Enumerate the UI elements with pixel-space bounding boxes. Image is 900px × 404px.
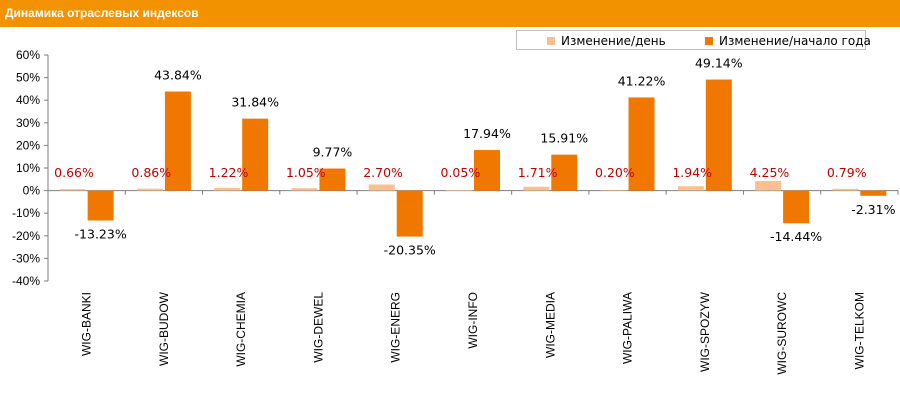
data-label-daily: 0.86% — [131, 165, 171, 180]
bar-daily-wig-banki — [59, 189, 86, 191]
data-label-ytd: -20.35% — [384, 243, 436, 258]
data-label-daily: 0.20% — [595, 165, 635, 180]
bar-ytd-wig-chemia — [242, 118, 269, 191]
y-tick-label: 50% — [16, 71, 40, 85]
data-label-daily: 1.71% — [518, 165, 558, 180]
data-label-ytd: 43.84% — [154, 68, 202, 83]
y-tick-label: 60% — [16, 48, 40, 62]
data-label-ytd: -13.23% — [75, 226, 127, 241]
data-label-daily: 1.05% — [286, 165, 326, 180]
y-tick-label: 0% — [23, 184, 41, 198]
legend-item-daily: Изменение/день — [547, 34, 666, 48]
bar-ytd-wig-media — [551, 154, 578, 191]
data-label-ytd: 15.91% — [540, 131, 588, 146]
data-label-ytd: 17.94% — [463, 126, 511, 141]
legend-item-ytd: Изменение/начало года — [705, 34, 871, 48]
y-tick-label: 30% — [16, 116, 40, 130]
bar-daily-wig-paliwa — [600, 190, 627, 191]
legend-swatch-ytd — [705, 37, 713, 45]
bar-daily-wig-energ — [368, 184, 395, 191]
bar-daily-wig-info — [446, 190, 472, 191]
y-tick-label: 10% — [16, 161, 40, 175]
chart-title-bar: Динамика отраслевых индексов — [0, 0, 900, 27]
bar-ytd-wig-budow — [164, 91, 191, 191]
legend-label-daily: Изменение/день — [561, 34, 666, 48]
x-category-label: WIG-CHEMIA — [234, 292, 248, 367]
bar-ytd-wig-dewel — [319, 168, 346, 191]
x-category-label: WIG-ENERG — [389, 292, 403, 363]
data-label-daily: 1.94% — [672, 165, 712, 180]
x-category-label: WIG-BANKI — [80, 292, 94, 356]
legend-swatch-daily — [547, 37, 555, 45]
data-label-ytd: 31.84% — [231, 95, 279, 110]
data-label-ytd: -14.44% — [770, 229, 822, 244]
data-label-ytd: -2.31% — [851, 202, 895, 217]
bar-ytd-wig-surowc — [783, 190, 810, 224]
y-tick-label: -10% — [12, 206, 40, 220]
bar-daily-wig-media — [523, 186, 550, 191]
x-category-label: WIG-INFO — [466, 292, 480, 349]
data-label-ytd: 9.77% — [313, 145, 353, 160]
bar-daily-wig-chemia — [214, 187, 241, 191]
x-category-label: WIG-SUROWC — [775, 292, 789, 375]
chart-title: Динамика отраслевых индексов — [5, 6, 199, 20]
bar-daily-wig-dewel — [291, 188, 318, 191]
data-label-daily: 1.22% — [209, 165, 249, 180]
x-category-label: WIG-TELKOM — [852, 292, 866, 369]
data-label-ytd: 49.14% — [695, 56, 743, 71]
bar-daily-wig-surowc — [755, 180, 782, 191]
y-tick-label: -20% — [12, 229, 40, 243]
bar-ytd-wig-paliwa — [628, 97, 655, 191]
bar-ytd-wig-spozyw — [705, 79, 732, 191]
y-tick-label: 40% — [16, 93, 40, 107]
y-tick-label: -30% — [12, 251, 40, 265]
data-label-daily: 0.79% — [827, 165, 867, 180]
bar-daily-wig-telkom — [832, 188, 859, 191]
legend-label-ytd: Изменение/начало года — [719, 34, 871, 48]
data-label-daily: 4.25% — [750, 165, 790, 180]
x-category-label: WIG-BUDOW — [157, 291, 171, 366]
bar-ytd-wig-banki — [87, 190, 114, 221]
y-tick-label: 20% — [16, 138, 40, 152]
data-label-ytd: 41.22% — [618, 73, 666, 88]
chart-legend: Изменение/день Изменение/начало года — [516, 30, 871, 50]
data-label-daily: 0.66% — [54, 165, 94, 180]
x-category-label: WIG-MEDIA — [543, 292, 557, 358]
bar-ytd-wig-energ — [396, 190, 423, 237]
data-label-daily: 2.70% — [363, 165, 403, 180]
y-tick-label: -40% — [12, 274, 40, 288]
bar-daily-wig-spozyw — [677, 186, 704, 191]
bar-ytd-wig-telkom — [860, 190, 887, 196]
x-category-label: WIG-SPOZYW — [698, 291, 712, 372]
x-category-label: WIG-PALIWA — [621, 292, 635, 364]
bar-daily-wig-budow — [136, 188, 163, 191]
bar-ytd-wig-info — [474, 150, 500, 191]
data-label-daily: 0.05% — [441, 165, 481, 180]
x-category-label: WIG-DEWEL — [311, 292, 325, 363]
